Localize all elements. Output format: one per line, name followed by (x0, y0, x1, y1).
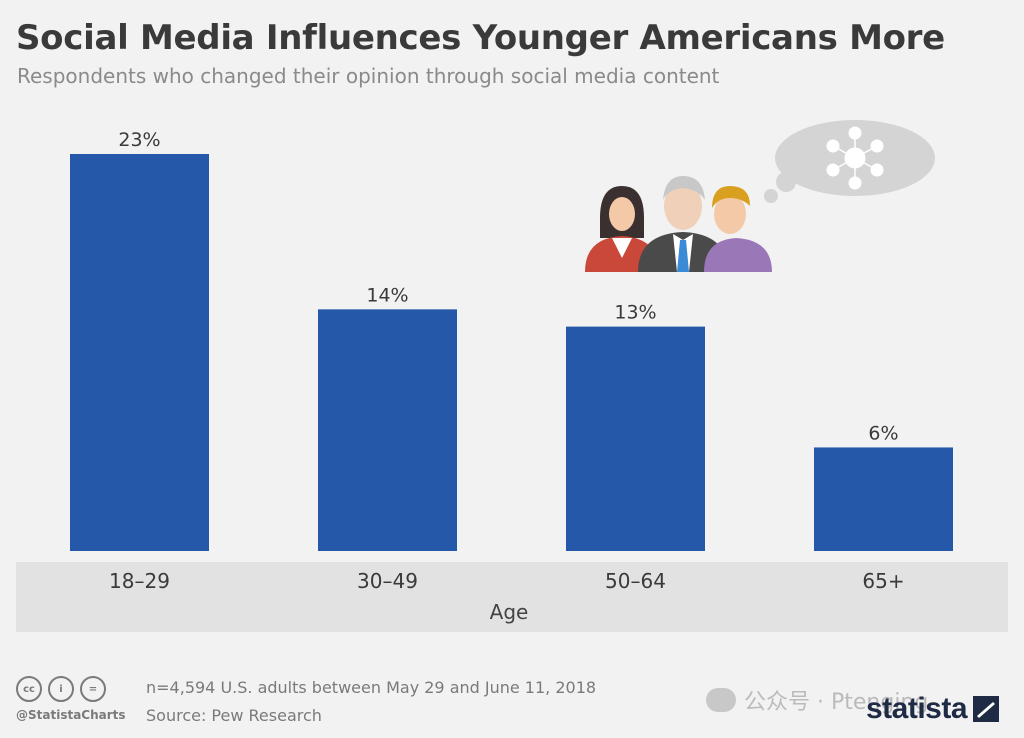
watermark: 公众号 · Ptenging (706, 684, 928, 716)
bar-chart: 23% 14% 13% 6% 18–29 30–49 50–64 65+ Age (16, 120, 1008, 632)
x-axis-band (16, 562, 1008, 632)
value-label-0: 23% (118, 129, 160, 151)
bar-3 (814, 447, 953, 551)
statista-handle: @StatistaCharts (16, 708, 126, 722)
man-young-icon (704, 186, 772, 272)
by-icon: i (48, 676, 74, 702)
network-icon (826, 126, 884, 190)
value-label-3: 6% (868, 422, 898, 444)
statista-logo-text: statista (866, 692, 968, 725)
statista-logo: statista (866, 692, 1000, 726)
bars-group (70, 154, 953, 551)
license-icons: cc i = (16, 676, 106, 702)
watermark-text: 公众号 · Ptenging (744, 690, 929, 715)
statista-logo-mark-icon (973, 696, 1000, 722)
wechat-icon (706, 688, 736, 712)
tick-label-3: 65+ (862, 569, 904, 593)
tick-label-2: 50–64 (605, 569, 666, 593)
value-label-2: 13% (614, 302, 656, 324)
chart-subtitle: Respondents who changed their opinion th… (17, 64, 720, 88)
cc-icon: cc (16, 676, 42, 702)
x-axis-label: Age (490, 600, 529, 624)
chart-title: Social Media Influences Younger American… (16, 18, 945, 58)
nd-icon: = (80, 676, 106, 702)
tick-label-0: 18–29 (109, 569, 170, 593)
value-label-1: 14% (366, 284, 408, 306)
sample-note: n=4,594 U.S. adults between May 29 and J… (146, 678, 597, 697)
bar-2 (566, 326, 705, 551)
value-labels-group: 23% 14% 13% 6% (118, 129, 898, 444)
tick-label-1: 30–49 (357, 569, 418, 593)
bar-0 (70, 154, 209, 551)
people-group-icon (585, 176, 772, 272)
thought-bubble-icon (764, 120, 935, 203)
bar-1 (318, 309, 457, 551)
source-note: Source: Pew Research (146, 706, 322, 725)
tick-labels-group: 18–29 30–49 50–64 65+ (109, 569, 905, 593)
